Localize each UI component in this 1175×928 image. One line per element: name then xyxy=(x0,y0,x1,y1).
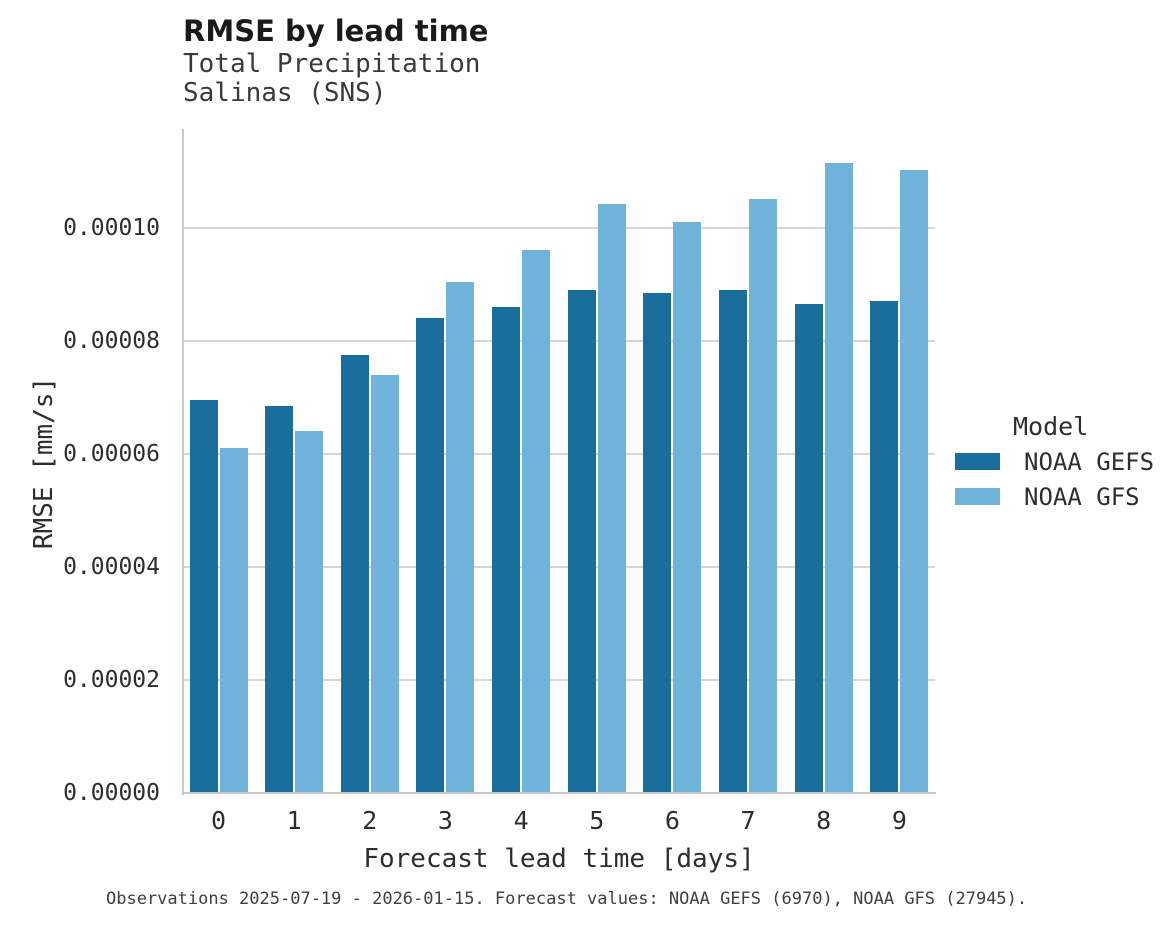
y-tick-label: 0.00006 xyxy=(63,440,160,467)
bar-noaa-gfs-day-8 xyxy=(824,162,853,793)
legend-entry: NOAA GEFS xyxy=(955,448,1170,476)
x-tick-label: 8 xyxy=(816,806,832,835)
bar-noaa-gfs-day-0 xyxy=(219,448,248,793)
bar-noaa-gfs-day-4 xyxy=(522,250,551,793)
chart-subtitle-line1: Total Precipitation xyxy=(183,49,481,79)
y-tick-label: 0.00000 xyxy=(63,780,160,806)
x-axis-label: Forecast lead time [days] xyxy=(363,844,755,874)
bar-noaa-gfs-day-5 xyxy=(597,203,626,793)
bar-noaa-gefs-day-4 xyxy=(492,307,521,793)
x-tick-label: 6 xyxy=(664,806,680,835)
bar-noaa-gefs-day-1 xyxy=(265,405,294,793)
bar-noaa-gefs-day-9 xyxy=(870,301,899,793)
y-tick-label: 0.00008 xyxy=(63,327,160,354)
y-axis-line xyxy=(182,129,184,795)
legend-swatch-icon xyxy=(955,453,1000,470)
bar-noaa-gfs-day-2 xyxy=(370,374,399,793)
bar-noaa-gefs-day-2 xyxy=(340,355,369,793)
bar-noaa-gfs-day-9 xyxy=(900,170,929,793)
gridline xyxy=(183,452,935,455)
x-tick-label: 2 xyxy=(362,806,378,835)
gridline xyxy=(183,678,935,681)
legend-label: NOAA GFS xyxy=(1024,482,1140,511)
x-tick-label: 9 xyxy=(891,806,907,835)
x-axis-line xyxy=(182,792,936,794)
y-tick-label: 0.00010 xyxy=(63,214,160,241)
gridline xyxy=(183,339,935,342)
y-tick-label: 0.00002 xyxy=(63,666,160,693)
gridline xyxy=(183,565,935,568)
chart-title: RMSE by lead time xyxy=(183,14,489,48)
bar-noaa-gefs-day-0 xyxy=(189,400,218,793)
gridline xyxy=(183,226,935,229)
chart-subtitle-line2: Salinas (SNS) xyxy=(183,78,387,108)
bar-noaa-gfs-day-3 xyxy=(446,281,475,793)
legend-title: Model xyxy=(1013,412,1089,441)
legend-entries: NOAA GEFS NOAA GFS xyxy=(955,448,1170,511)
legend-entry: NOAA GFS xyxy=(955,483,1170,511)
x-tick-label: 3 xyxy=(437,806,453,835)
x-tick-label: 5 xyxy=(589,806,605,835)
legend-swatch-icon xyxy=(955,488,1000,505)
bar-noaa-gefs-day-6 xyxy=(643,292,672,793)
bar-noaa-gefs-day-7 xyxy=(719,290,748,793)
bar-noaa-gefs-day-5 xyxy=(567,290,596,793)
bar-noaa-gefs-day-8 xyxy=(794,304,823,793)
bar-noaa-gefs-day-3 xyxy=(416,318,445,793)
x-tick-label: 4 xyxy=(513,806,529,835)
y-tick-label: 0.00004 xyxy=(63,553,160,580)
x-tick-label: 0 xyxy=(210,806,227,835)
legend: Model NOAA GEFS NOAA GFS xyxy=(955,412,1170,523)
bar-noaa-gfs-day-7 xyxy=(749,199,778,793)
x-tick-label: 1 xyxy=(286,806,302,835)
bar-noaa-gfs-day-1 xyxy=(295,431,324,793)
plot-area xyxy=(182,129,936,795)
bar-noaa-gfs-day-6 xyxy=(673,221,702,793)
caption: Observations 2025-07-19 - 2026-01-15. Fo… xyxy=(106,889,1028,909)
legend-label: NOAA GEFS xyxy=(1024,447,1155,476)
x-tick-label: 7 xyxy=(740,806,756,835)
